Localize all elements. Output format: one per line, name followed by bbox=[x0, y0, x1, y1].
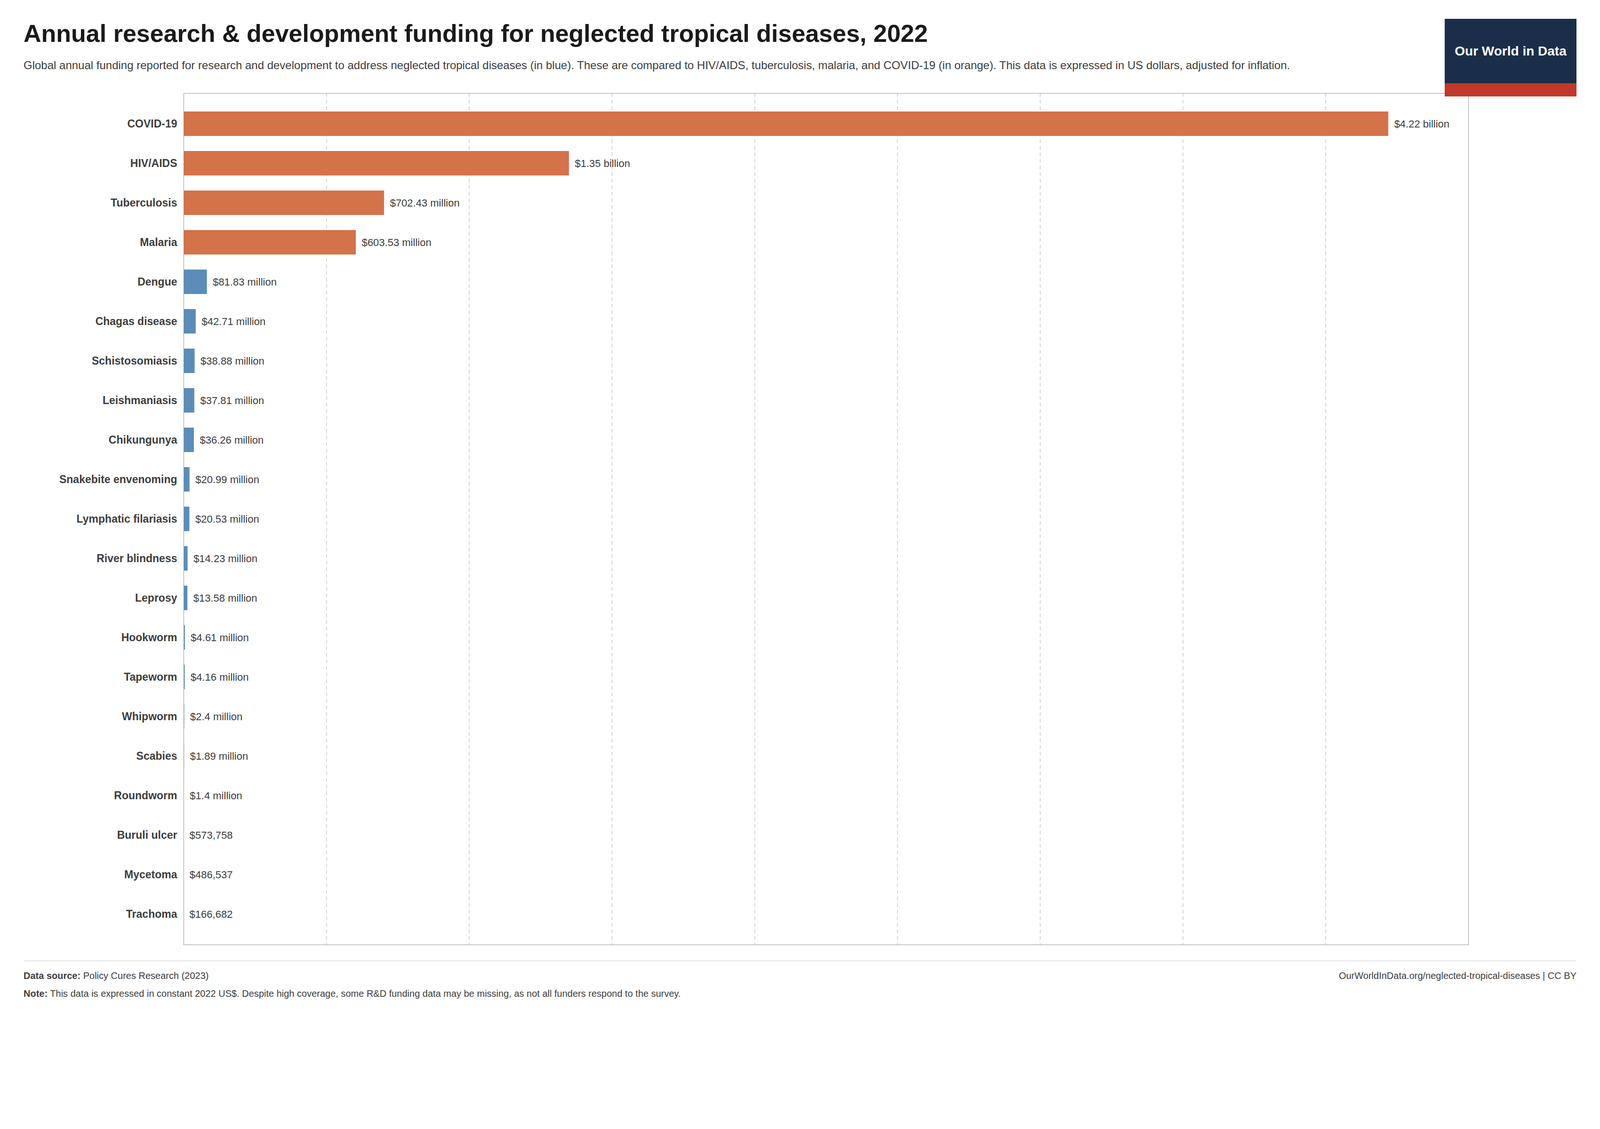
svg-text:Leprosy: Leprosy bbox=[135, 591, 178, 604]
svg-text:$36.26 million: $36.26 million bbox=[199, 433, 264, 446]
svg-text:$702.43 million: $702.43 million bbox=[390, 196, 460, 209]
svg-text:COVID-19: COVID-19 bbox=[127, 117, 177, 130]
svg-text:Hookworm: Hookworm bbox=[121, 631, 178, 644]
html-text:Note: This data is expressed i: Note: This data is expressed in constant… bbox=[23, 988, 681, 999]
svg-text:Dengue: Dengue bbox=[137, 275, 177, 288]
svg-text:Tuberculosis: Tuberculosis bbox=[110, 196, 177, 209]
svg-text:$42.71 million: $42.71 million bbox=[201, 315, 266, 328]
svg-text:$20.99 million: $20.99 million bbox=[195, 473, 260, 486]
svg-text:Roundworm: Roundworm bbox=[113, 789, 177, 802]
svg-text:Whipworm: Whipworm bbox=[121, 710, 178, 723]
svg-text:$4.16 million: $4.16 million bbox=[190, 671, 249, 683]
svg-text:$2.4 million: $2.4 million bbox=[190, 710, 243, 723]
svg-text:$38.88 million: $38.88 million bbox=[200, 354, 265, 367]
html-text:Data source: Policy Cures Rese: Data source: Policy Cures Research (2023… bbox=[23, 970, 209, 981]
svg-text:$13.58 million: $13.58 million bbox=[193, 592, 258, 604]
svg-text:Chikungunya: Chikungunya bbox=[108, 433, 178, 446]
svg-text:$166,682: $166,682 bbox=[189, 908, 233, 920]
svg-text:Schistosomiasis: Schistosomiasis bbox=[91, 354, 178, 367]
svg-text:Mycetoma: Mycetoma bbox=[124, 868, 178, 881]
svg-text:$14.23 million: $14.23 million bbox=[193, 552, 258, 565]
svg-text:$1.4 million: $1.4 million bbox=[189, 789, 242, 802]
svg-text:Leishmaniasis: Leishmaniasis bbox=[102, 393, 178, 407]
svg-text:$1.89 million: $1.89 million bbox=[190, 750, 249, 762]
html-text:OurWorldInData.org/neglected-t: OurWorldInData.org/neglected-tropical-di… bbox=[1338, 970, 1577, 981]
svg-text:Tapeworm: Tapeworm bbox=[123, 670, 177, 683]
svg-text:$603.53 million: $603.53 million bbox=[361, 236, 432, 248]
svg-text:Buruli ulcer: Buruli ulcer bbox=[117, 828, 178, 841]
svg-text:Malaria: Malaria bbox=[139, 235, 177, 248]
svg-text:HIV/AIDS: HIV/AIDS bbox=[130, 156, 178, 169]
html-text:Our World in Data: Our World in Data bbox=[1454, 43, 1567, 59]
svg-text:$81.83 million: $81.83 million bbox=[212, 275, 277, 288]
svg-text:$37.81 million: $37.81 million bbox=[200, 394, 264, 407]
svg-text:$1.35 billion: $1.35 billion bbox=[575, 157, 631, 169]
svg-text:$4.22 billion: $4.22 billion bbox=[1394, 117, 1450, 130]
svg-text:Lymphatic filariasis: Lymphatic filariasis bbox=[76, 512, 178, 525]
svg-text:Trachoma: Trachoma bbox=[126, 907, 178, 920]
html-text:Global annual funding reported: Global annual funding reported for resea… bbox=[23, 59, 1290, 72]
svg-text:$573,758: $573,758 bbox=[189, 829, 233, 841]
svg-text:$4.61 million: $4.61 million bbox=[190, 631, 249, 644]
svg-text:Snakebite envenoming: Snakebite envenoming bbox=[59, 472, 178, 486]
svg-text:$20.53 million: $20.53 million bbox=[195, 512, 260, 525]
svg-text:River blindness: River blindness bbox=[96, 552, 177, 565]
html-text:Annual research & development: Annual research & development funding fo… bbox=[23, 19, 928, 48]
svg-text:Chagas disease: Chagas disease bbox=[95, 314, 178, 328]
svg-text:Scabies: Scabies bbox=[136, 749, 178, 762]
svg-text:$486,537: $486,537 bbox=[189, 868, 233, 881]
